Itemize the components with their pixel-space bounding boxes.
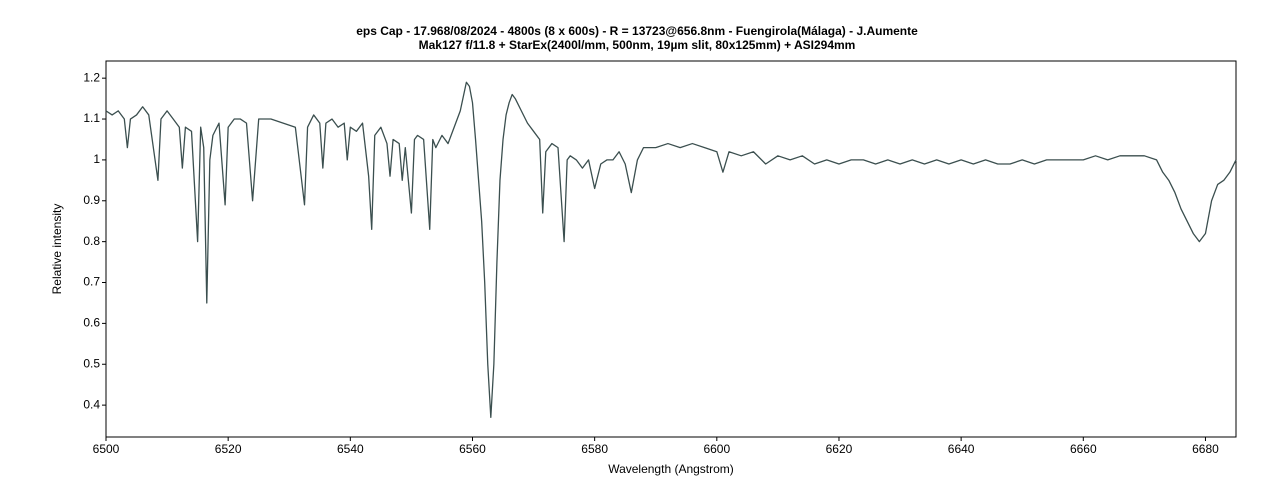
chart-subtitle: Mak127 f/11.8 + StarEx(2400l/mm, 500nm, … [419, 38, 856, 52]
y-tick-label: 0.5 [83, 356, 100, 370]
x-tick-label: 6560 [459, 442, 486, 456]
x-tick-label: 6640 [948, 442, 975, 456]
y-tick-label: 1.1 [83, 111, 100, 125]
x-tick-label: 6540 [337, 442, 364, 456]
y-tick-label: 0.4 [83, 397, 100, 411]
y-tick-label: 0.9 [83, 193, 100, 207]
y-tick-label: 1 [93, 152, 100, 166]
plot-frame [105, 60, 1237, 438]
x-tick-label: 6580 [581, 442, 608, 456]
y-tick-label: 1.2 [83, 70, 100, 84]
x-tick-label: 6620 [826, 442, 853, 456]
x-tick-label: 6520 [215, 442, 242, 456]
x-tick-label: 6660 [1070, 442, 1097, 456]
x-axis-label: Wavelength (Angstrom) [608, 462, 734, 476]
y-tick-label: 0.7 [83, 275, 100, 289]
x-tick-label: 6680 [1192, 442, 1219, 456]
x-tick-label: 6500 [93, 442, 120, 456]
chart-title: eps Cap - 17.968/08/2024 - 4800s (8 x 60… [356, 24, 918, 38]
y-axis-label: Relative intensity [50, 204, 64, 295]
x-tick-label: 6600 [703, 442, 730, 456]
y-tick-label: 0.6 [83, 316, 100, 330]
y-tick-label: 0.8 [83, 234, 100, 248]
spectrum-line [105, 81, 1237, 419]
